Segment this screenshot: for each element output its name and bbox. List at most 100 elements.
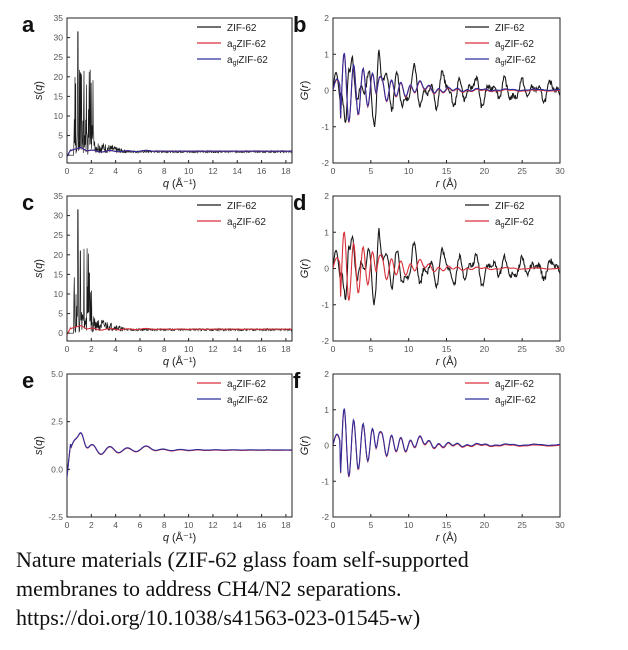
x-tick-label: 18 [281,166,291,176]
y-tick-label: 10 [54,111,64,121]
x-axis-label: r (Å) [436,531,457,544]
legend-label: agZIF-62 [227,39,266,51]
x-tick-label: 10 [184,520,194,530]
x-tick-label: 6 [138,166,143,176]
y-axis-label: G(r) [299,81,311,101]
legend-label: ZIF-62 [495,201,525,212]
y-tick-label: -1 [321,476,329,486]
y-tick-label: 35 [54,191,64,201]
series-line [333,408,560,477]
x-tick-label: 10 [404,166,414,176]
y-tick-label: 10 [54,289,64,299]
y-tick-label: 1 [324,405,329,415]
series-line [67,209,292,334]
x-tick-label: 16 [257,520,267,530]
y-tick-label: 1 [324,49,329,59]
x-tick-label: 12 [208,520,218,530]
x-tick-label: 5 [368,166,373,176]
y-tick-label: 5 [58,309,63,319]
x-axis-label: q (Å⁻¹) [163,177,196,190]
y-axis-label: G(r) [299,259,311,279]
plot-frame [66,17,293,164]
x-tick-label: 4 [113,520,118,530]
y-tick-label: 25 [54,230,64,240]
y-tick-label: 0 [58,328,63,338]
x-axis-label: q (Å⁻¹) [163,531,196,544]
y-tick-label: -1 [321,300,329,310]
y-tick-label: 5 [58,131,63,141]
x-tick-label: 10 [404,344,414,354]
y-tick-label: -2 [321,512,329,522]
panel-d: d 0 5 10 15 20 25 30 -2 -1 0 1 2 r (Å) G(r) ZIF-62 agZIF… [293,190,565,368]
x-axis-label: q (Å⁻¹) [163,355,196,368]
panel-letter: c [22,190,34,215]
x-tick-label: 20 [480,166,490,176]
legend-label: agfZIF-62 [495,55,536,67]
figure-caption: Nature materials (ZIF-62 glass foam self… [16,545,616,632]
x-tick-label: 4 [113,344,118,354]
x-tick-label: 12 [208,166,218,176]
y-tick-label: 2 [324,369,329,379]
legend-label: agfZIF-62 [227,55,268,67]
y-tick-label: 30 [54,211,64,221]
y-tick-label: 2 [324,13,329,23]
series-line [333,227,560,306]
y-tick-label: -1 [321,122,329,132]
panel-letter: e [22,368,34,393]
y-tick-label: 2.5 [51,417,63,427]
x-tick-label: 2 [89,344,94,354]
y-tick-label: 2 [324,191,329,201]
panel-letter: f [293,368,301,393]
x-tick-label: 5 [368,344,373,354]
x-tick-label: 10 [184,166,194,176]
x-tick-label: 14 [233,166,243,176]
plot-frame [66,195,293,342]
x-tick-label: 14 [233,520,243,530]
x-tick-label: 8 [162,344,167,354]
y-tick-label: 15 [54,269,64,279]
plot-frame [66,373,293,518]
y-tick-label: 15 [54,91,64,101]
x-tick-label: 15 [442,520,452,530]
y-tick-label: 20 [54,250,64,260]
x-tick-label: 10 [404,520,414,530]
x-tick-label: 0 [331,344,336,354]
panel-letter: b [293,12,306,37]
x-tick-label: 18 [281,520,291,530]
x-tick-label: 30 [555,344,565,354]
y-tick-label: 0 [324,441,329,451]
series-line [67,325,292,335]
y-tick-label: -2 [321,158,329,168]
x-tick-label: 15 [442,166,452,176]
x-tick-label: 5 [368,520,373,530]
legend-label: agZIF-62 [495,379,534,391]
y-axis-label: G(r) [299,436,311,456]
x-tick-label: 2 [89,520,94,530]
y-tick-label: 30 [54,33,64,43]
legend-label: agZIF-62 [495,217,534,229]
series-line [67,31,292,156]
panel-b: b 0 5 10 15 20 25 30 -2 -1 0 1 2 r (Å) G(r) ZIF-62 agZIF… [293,12,565,190]
x-tick-label: 0 [65,166,70,176]
series-line [67,432,292,477]
x-axis-label: r (Å) [436,355,457,368]
panel-letter: d [293,190,306,215]
y-tick-label: 5.0 [51,369,63,379]
y-tick-label: 0 [324,264,329,274]
legend-label: agZIF-62 [495,39,534,51]
x-tick-label: 12 [208,344,218,354]
x-tick-label: 8 [162,166,167,176]
x-tick-label: 6 [138,520,143,530]
x-axis-label: r (Å) [436,177,457,190]
y-tick-label: 25 [54,52,64,62]
x-tick-label: 10 [184,344,194,354]
legend-label: agZIF-62 [227,379,266,391]
legend-label: agZIF-62 [227,217,266,229]
x-tick-label: 25 [517,344,527,354]
panel-f: f 0 5 10 15 20 25 30 -2 -1 0 1 2 r (Å) G(r) agZIF-62 agf… [293,368,565,544]
x-tick-label: 18 [281,344,291,354]
x-tick-label: 25 [517,520,527,530]
x-tick-label: 20 [480,344,490,354]
caption-line-1: Nature materials (ZIF-62 glass foam self… [16,547,469,572]
